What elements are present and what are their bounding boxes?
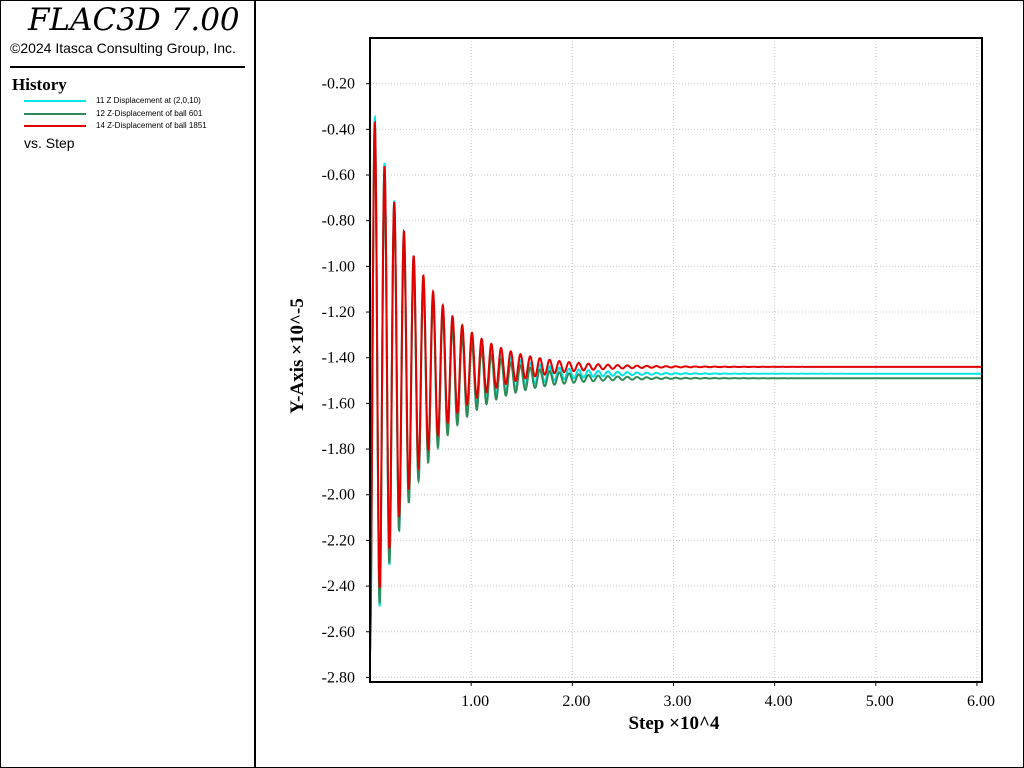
y-tick-label: -1.40: [322, 350, 355, 367]
y-tick-label: -2.40: [322, 578, 355, 595]
x-tick-labels: 1.00 2.00 3.00 4.00 5.00 6.00: [461, 682, 995, 710]
x-tick-label: 1.00: [461, 693, 489, 710]
x-tick-label: 2.00: [562, 693, 590, 710]
x-tick-label: 3.00: [663, 693, 691, 710]
y-tick-label: -2.00: [322, 487, 355, 504]
x-axis-title: Step ×10^4: [628, 713, 720, 734]
y-axis-title: Y-Axis ×10^-5: [287, 298, 308, 414]
y-tick-label: -0.60: [322, 167, 355, 184]
legend-label-history-11: 11 Z Displacement at (2,0,10): [96, 96, 201, 105]
y-tick-label: -0.20: [322, 76, 355, 93]
copyright-text: ©2024 Itasca Consulting Group, Inc.: [10, 40, 236, 56]
x-tick-label: 4.00: [765, 693, 793, 710]
y-tick-label: -1.80: [322, 441, 355, 458]
title-separator: [10, 66, 245, 68]
chart-grid: [370, 38, 982, 682]
legend-panel: FLAC3D 7.00 ©2024 Itasca Consulting Grou…: [0, 0, 256, 768]
legend-swatch-history-12: [24, 113, 86, 115]
y-tick-labels: -0.20 -0.40 -0.60 -0.80 -1.00 -1.20 -1.40 -1.60…: [322, 76, 370, 686]
y-tick-label: -2.20: [322, 532, 355, 549]
y-tick-label: -0.40: [322, 121, 355, 138]
y-tick-label: -1.60: [322, 395, 355, 412]
series-layer: [370, 37, 982, 654]
vs-step-label: vs. Step: [24, 135, 75, 151]
legend-swatch-history-11: [24, 100, 86, 102]
plot-frame: [369, 37, 983, 683]
y-tick-label: -0.80: [322, 213, 355, 230]
legend-label-history-14: 14 Z-Displacement of ball 1851: [96, 121, 207, 130]
legend-swatch-history-14: [24, 125, 86, 127]
x-tick-label: 6.00: [967, 693, 995, 710]
series-line-3: [370, 37, 982, 633]
app-title: FLAC3D 7.00: [28, 2, 240, 38]
y-tick-label: -2.60: [322, 624, 355, 641]
series-line-2: [370, 37, 982, 649]
y-tick-label: -2.80: [322, 669, 355, 686]
legend-title: History: [12, 75, 67, 94]
legend-label-history-12: 12 Z-Displacement of ball 601: [96, 109, 203, 118]
y-tick-label: -1.20: [322, 304, 355, 321]
history-chart: -0.20 -0.40 -0.60 -0.80 -1.00 -1.20 -1.40 -1.60…: [287, 37, 995, 734]
x-tick-label: 5.00: [866, 693, 894, 710]
y-tick-label: -1.00: [322, 258, 355, 275]
